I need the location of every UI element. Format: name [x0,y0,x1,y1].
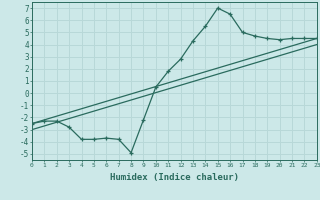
X-axis label: Humidex (Indice chaleur): Humidex (Indice chaleur) [110,173,239,182]
